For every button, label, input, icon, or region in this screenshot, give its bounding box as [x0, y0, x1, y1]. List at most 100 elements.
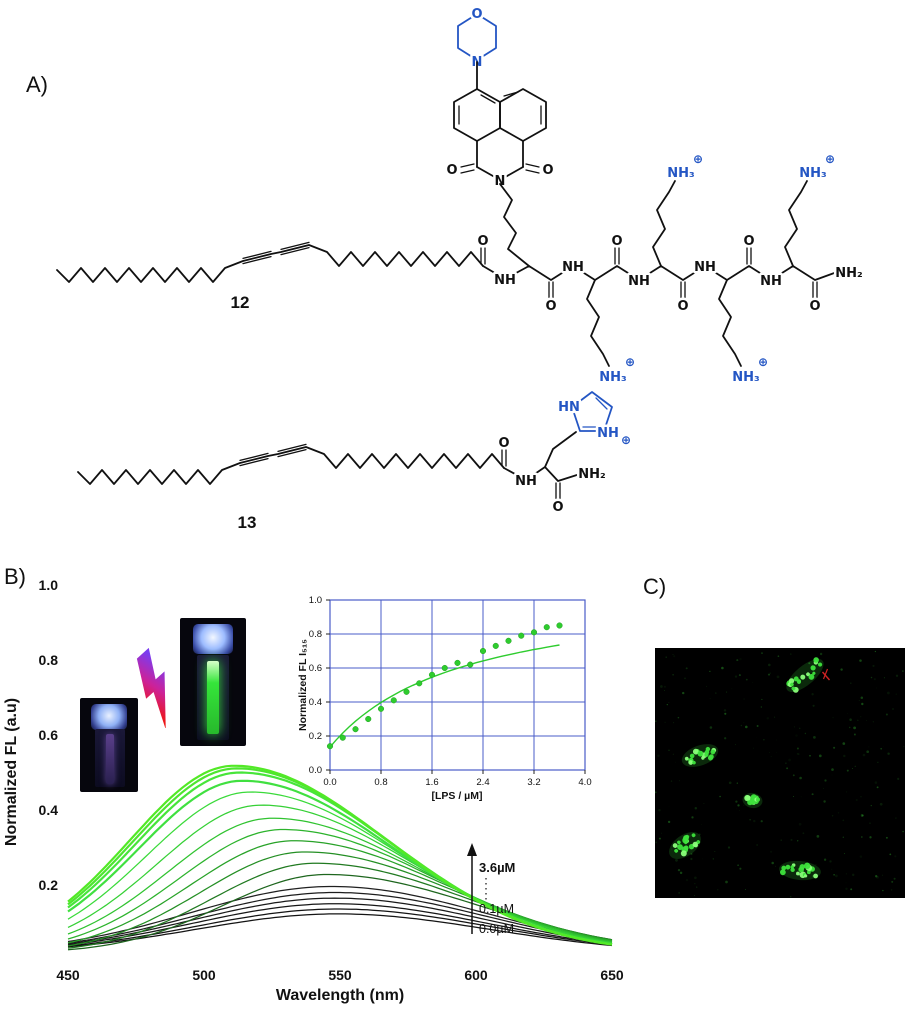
atom-label-nh: NH: [515, 474, 537, 489]
atom-label-nh: NH: [694, 260, 716, 275]
atom-label-o: O: [611, 234, 622, 249]
atom-label-nh: NH: [628, 274, 650, 289]
svg-text:2.4: 2.4: [476, 777, 489, 788]
cuvette-photo-before: [80, 698, 138, 792]
svg-text:Wavelength (nm): Wavelength (nm): [276, 987, 404, 1004]
plus-charge-icon: ⊕: [625, 355, 635, 369]
carbonyl-double-bond: [460, 163, 475, 168]
atom-label-n: N: [495, 174, 506, 189]
atom-label-o: O: [446, 163, 457, 178]
atom-label-o: O: [542, 163, 553, 178]
svg-text:0.6: 0.6: [309, 663, 322, 674]
svg-text:0.2: 0.2: [309, 731, 322, 742]
svg-text:450: 450: [56, 967, 80, 983]
atom-label-nh: NH: [562, 260, 584, 275]
atom-label-nh2: NH₂: [835, 266, 862, 281]
bacteria-cluster: [742, 792, 763, 809]
svg-text:0.0: 0.0: [323, 777, 336, 788]
atom-label-nh3: NH₃: [599, 370, 626, 385]
carbonyl-double-bond: [525, 163, 540, 168]
bacteria-cluster: [681, 744, 719, 767]
carbonyl-double-bond: [460, 169, 475, 174]
atom-label-o: O: [477, 234, 488, 249]
triple-bond: [239, 457, 269, 467]
triple-bond: [239, 452, 269, 462]
naphthalene-ring-left: [453, 88, 501, 142]
aromatic-double-bond: [595, 397, 608, 410]
panel-a-label: A): [26, 72, 48, 97]
cuvette-cap: [193, 624, 233, 654]
atom-label-o: O: [545, 299, 556, 314]
atom-label-o: O: [471, 7, 482, 22]
panel-c-label: C): [643, 574, 667, 599]
lysine-side-chain: [652, 180, 676, 267]
atom-label-nh3: NH₃: [667, 166, 694, 181]
svg-text:[LPS / µM]: [LPS / µM]: [432, 790, 483, 802]
svg-text:0.4: 0.4: [309, 697, 322, 708]
morpholine-ring: [457, 13, 497, 61]
peptide-backbone-12: [482, 265, 838, 281]
svg-text:4.0: 4.0: [578, 777, 591, 788]
main-axes: 450 500 550 600 650 0.2 0.4 0.6 0.8 1.0 Wavelength…: [3, 577, 624, 1004]
svg-text:Normalized FL (a.u): Normalized FL (a.u): [3, 698, 20, 846]
svg-text:0.8: 0.8: [309, 629, 322, 640]
cuvette-cap: [91, 704, 127, 730]
svg-text:0.0: 0.0: [309, 765, 322, 776]
svg-text:Normalized FL I₅₁₅: Normalized FL I₅₁₅: [297, 639, 309, 731]
atom-label-o: O: [552, 500, 563, 515]
cuvette-photo-after: [180, 618, 246, 746]
compound-12-label: 12: [231, 293, 250, 312]
naphthalene-ring-right: [499, 88, 547, 142]
atom-label-o: O: [809, 299, 820, 314]
plus-charge-icon: ⊕: [693, 152, 703, 166]
atom-label-nh: NH: [494, 273, 516, 288]
atom-label-nh2: NH₂: [578, 467, 605, 482]
bond: [476, 166, 501, 181]
triple-bond: [280, 241, 310, 251]
compound-13-label: 13: [238, 513, 257, 532]
atom-label-nh3: NH₃: [799, 166, 826, 181]
svg-text:0.1µM: 0.1µM: [479, 902, 514, 916]
carbonyl-double-bond: [525, 169, 540, 174]
svg-text:0.8: 0.8: [374, 777, 387, 788]
svg-text:1.6: 1.6: [425, 777, 438, 788]
fluorescence-spectra-chart: 450 500 550 600 650 0.2 0.4 0.6 0.8 1.0 Wavelength…: [3, 577, 624, 1004]
svg-text:1.0: 1.0: [39, 577, 59, 593]
triple-bond: [277, 443, 307, 453]
svg-text:3.2: 3.2: [527, 777, 540, 788]
alkyl-diyne-chain-13: [77, 446, 505, 485]
lysine-side-chain: [718, 279, 742, 367]
svg-text:600: 600: [464, 967, 488, 983]
atom-label-o: O: [743, 234, 754, 249]
lysine-side-chain: [784, 180, 808, 267]
atom-label-o: O: [677, 299, 688, 314]
histidine-side-chain: [544, 431, 577, 468]
bacteria-cluster: [786, 657, 824, 693]
aromatic-double-bond: [480, 94, 496, 104]
background-noise: [654, 650, 905, 898]
svg-text:0.0µM: 0.0µM: [479, 922, 514, 936]
atom-label-hn: HN: [558, 400, 580, 415]
svg-text:0.4: 0.4: [39, 802, 59, 818]
svg-text:500: 500: [192, 967, 216, 983]
imidazolium-ring: [571, 391, 613, 432]
aromatic-double-bond: [503, 91, 519, 97]
lysine-side-chain: [586, 279, 610, 367]
inset-binding-plot: 0.0 0.8 1.6 2.4 3.2 4.0 0.0 0.2 0.4 0.6 0.8 1.0 [LPS…: [297, 595, 592, 802]
plus-charge-icon: ⊕: [758, 355, 768, 369]
triple-bond: [242, 255, 272, 265]
concentration-arrow: 3.6µM 0.1µM 0.0µM: [467, 843, 515, 936]
bacteria-cluster: [779, 860, 821, 881]
svg-text:0.2: 0.2: [39, 877, 59, 893]
triple-bond: [280, 246, 310, 256]
cuvette-liquid-green: [207, 661, 219, 734]
svg-text:650: 650: [600, 967, 624, 983]
svg-text:1.0: 1.0: [309, 595, 322, 606]
svg-text:0.8: 0.8: [39, 652, 59, 668]
bacteria-micrograph: [654, 648, 905, 898]
bacteria-cluster: [669, 832, 701, 859]
plus-charge-icon: ⊕: [621, 433, 631, 447]
atom-label-o: O: [498, 436, 509, 451]
triple-bond: [277, 448, 307, 458]
